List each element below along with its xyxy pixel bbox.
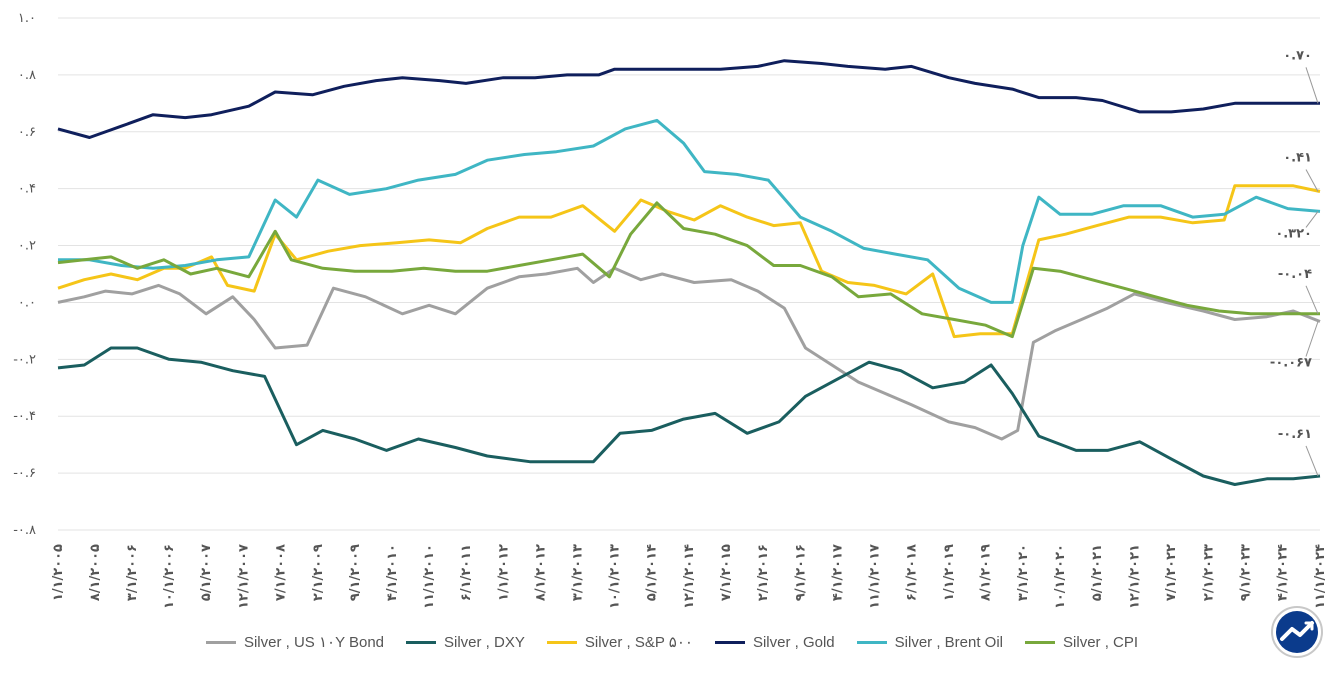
legend-label: Silver , Brent Oil (894, 633, 1004, 651)
legend-item: Silver , DXY (406, 634, 525, 651)
legend-label: Silver , Gold (752, 633, 835, 651)
legend-item: Silver , Brent Oil (856, 633, 1004, 651)
end-label-leader (1305, 169, 1319, 192)
legend-item: Silver , S&P ۵۰۰ (546, 633, 693, 651)
series-lines (57, 59, 1321, 486)
x-tick-label: ۸/۱/۲۰۰۵ (88, 544, 103, 601)
x-tick-label: ۷/۱/۲۰۱۵ (719, 544, 734, 601)
y-tick-label: ۰.۸ (18, 68, 36, 83)
end-label-leader (1305, 67, 1319, 104)
x-tick-label: ۱۱/۱/۲۰۲۴ (1313, 544, 1328, 609)
x-tick-label: ۱۰/۱/۲۰۰۶ (162, 544, 177, 609)
x-tick-label: ۱۰/۱/۲۰۲۰ (1053, 544, 1068, 609)
x-tick-label: ۶/۱/۲۰۱۸ (904, 544, 919, 601)
legend-item: Silver , CPI (1025, 634, 1138, 651)
x-tick-label: ۹/۱/۲۰۰۹ (348, 544, 363, 601)
x-tick-label: ۴/۱/۲۰۲۴ (1276, 544, 1291, 601)
end-label: -۰.۶۱ (1278, 427, 1312, 442)
x-tick-label: ۵/۱/۲۰۲۱ (1090, 544, 1105, 601)
end-labels: -۰.۰۶۷ -۰.۶۱ ۰.۴۱ ۰.۷۰ ۰.۳۲۰ -۰.۰۴ (1270, 48, 1319, 477)
x-tick-label: ۷/۱/۲۰۰۸ (273, 544, 288, 601)
x-tick-label: ۱۱/۱/۲۰۱۰ (422, 544, 437, 609)
x-tick-label: ۱۲/۱/۲۰۰۷ (236, 544, 251, 609)
legend-swatch (856, 640, 887, 644)
x-tick-label: ۵/۱/۲۰۱۴ (645, 544, 660, 601)
series-line-2 (57, 184, 1321, 339)
brand-logo (1271, 606, 1323, 658)
end-label-leader (1305, 211, 1319, 228)
x-tick-label: ۸/۱/۲۰۱۲ (533, 544, 548, 601)
x-axis: ۱/۱/۲۰۰۵ ۸/۱/۲۰۰۵ ۳/۱/۲۰۰۶ ۱۰/۱/۲۰۰۶ ۵/۱/۲۰۰… (51, 544, 1328, 609)
legend-item: Silver , Gold (714, 633, 835, 651)
x-tick-label: ۳/۱/۲۰۲۰ (1016, 544, 1031, 601)
legend-label: Silver , S&P ۵۰۰ (584, 634, 693, 651)
legend-item: Silver , US ۱۰Y Bond (205, 633, 384, 651)
x-tick-label: ۸/۱/۲۰۱۹ (979, 544, 994, 601)
x-tick-label: ۴/۱/۲۰۱۰ (385, 544, 400, 601)
end-label: -۰.۰۶۷ (1270, 356, 1312, 371)
x-tick-label: ۲/۱/۲۰۲۳ (1202, 544, 1217, 601)
x-tick-label: ۳/۱/۲۰۰۶ (125, 544, 140, 601)
gridlines (58, 17, 1320, 531)
x-tick-label: ۱/۱/۲۰۰۵ (51, 544, 66, 601)
y-tick-label: -۰.۴ (13, 409, 36, 424)
x-tick-label: ۱۱/۱/۲۰۱۷ (868, 544, 883, 609)
x-tick-label: ۱۲/۱/۲۰۲۱ (1127, 544, 1142, 609)
legend-swatch (714, 640, 745, 644)
end-label: ۰.۴۱ (1283, 151, 1312, 166)
x-tick-label: ۲/۱/۲۰۰۹ (311, 544, 326, 601)
x-tick-label: ۱/۱/۲۰۱۲ (496, 544, 511, 601)
x-tick-label: ۱۲/۱/۲۰۱۴ (682, 544, 697, 609)
y-tick-label: ۰.۴ (18, 182, 36, 197)
legend-swatch (546, 640, 577, 644)
x-tick-label: ۳/۱/۲۰۱۳ (570, 544, 585, 601)
y-tick-label: -۰.۸ (13, 523, 36, 538)
legend-swatch (1025, 640, 1056, 644)
x-tick-label: ۹/۱/۲۰۱۶ (793, 544, 808, 601)
y-tick-label: ۱.۰ (18, 11, 36, 26)
end-label-leader (1305, 321, 1319, 357)
legend: Silver , US ۱۰Y Bond Silver , DXY Silver ,… (0, 628, 1344, 656)
legend-label: Silver , CPI (1063, 633, 1139, 651)
y-tick-label: -۰.۶ (13, 466, 36, 481)
series-line-5 (57, 201, 1320, 339)
series-line-0 (57, 266, 1321, 441)
series-line-3 (57, 59, 1320, 139)
end-label-leader (1305, 445, 1319, 477)
legend-swatch (406, 640, 436, 644)
x-tick-label: ۱۰/۱/۲۰۱۳ (608, 544, 623, 609)
end-label: ۰.۳۲۰ (1275, 226, 1312, 241)
end-label: ۰.۷۰ (1283, 48, 1312, 63)
y-tick-label: -۰.۲ (13, 352, 36, 367)
y-tick-label: ۰.۶ (18, 125, 36, 140)
series-line-4 (58, 118, 1321, 304)
series-line-1 (57, 346, 1321, 486)
end-label: -۰.۰۴ (1278, 267, 1312, 282)
x-tick-label: ۷/۱/۲۰۲۲ (1164, 544, 1179, 601)
y-axis: ۱.۰ ۰.۸ ۰.۶ ۰.۴ ۰.۲ ۰.۰ -۰.۲ -۰.۴ -۰.۶ -۰.۸ (13, 11, 36, 538)
x-tick-label: ۶/۱/۲۰۱۱ (459, 544, 474, 601)
y-tick-label: ۰.۰ (18, 295, 36, 310)
legend-label: Silver , US ۱۰Y Bond (243, 634, 384, 651)
end-label-leader (1305, 285, 1319, 315)
legend-swatch (205, 640, 236, 644)
legend-label: Silver , DXY (444, 633, 525, 651)
x-tick-label: ۹/۱/۲۰۲۳ (1239, 544, 1254, 601)
x-tick-label: ۱/۱/۲۰۱۹ (942, 544, 957, 601)
x-tick-label: ۴/۱/۲۰۱۷ (830, 544, 845, 601)
y-tick-label: ۰.۲ (18, 239, 36, 254)
x-tick-label: ۲/۱/۲۰۱۶ (756, 544, 771, 601)
x-tick-label: ۵/۱/۲۰۰۷ (199, 544, 214, 601)
